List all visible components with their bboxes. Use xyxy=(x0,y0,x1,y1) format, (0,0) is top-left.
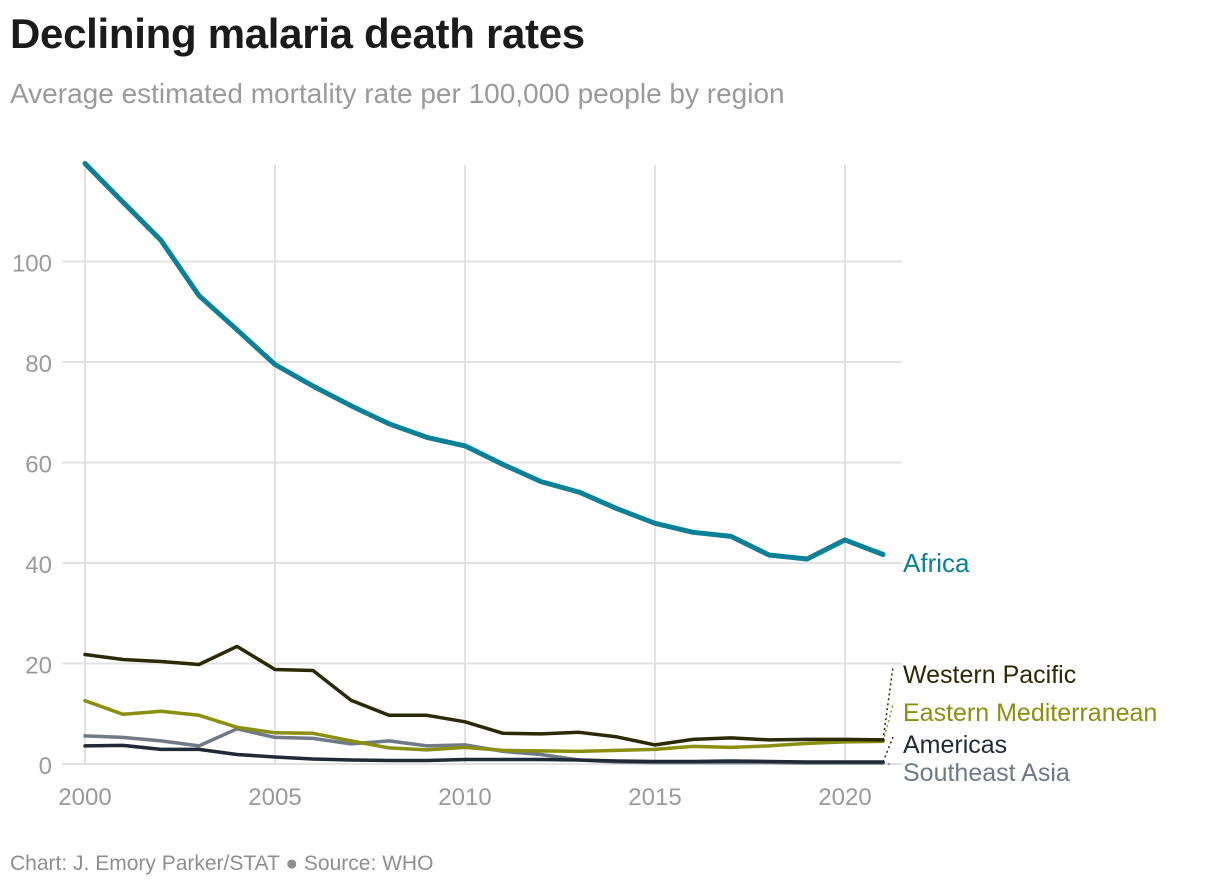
y-tick-label: 0 xyxy=(39,753,52,780)
series-label-eastern-mediterranean: Eastern Mediterranean xyxy=(903,699,1157,727)
x-tick-label: 2005 xyxy=(248,784,301,811)
series-line-africa xyxy=(82,161,886,562)
x-tick-label: 2000 xyxy=(58,784,111,811)
grid-lines xyxy=(62,165,902,765)
series-line-eastern-mediterranean xyxy=(83,698,885,754)
x-tick-label: 2015 xyxy=(628,784,681,811)
x-tick-label: 2010 xyxy=(438,784,491,811)
series-label-americas: Americas xyxy=(903,731,1007,759)
chart-credit: Chart: J. Emory Parker/STAT ● Source: WH… xyxy=(10,852,434,875)
chart-title: Declining malaria death rates xyxy=(10,10,585,57)
chart-subtitle: Average estimated mortality rate per 100… xyxy=(10,78,785,109)
series-labels: Africa Western Pacific Eastern Mediterrane… xyxy=(903,548,1157,787)
series-line-western-pacific xyxy=(83,644,885,747)
label-leader-lines xyxy=(882,666,894,766)
y-tick-label: 20 xyxy=(25,653,52,680)
label-leader-line xyxy=(882,704,894,742)
series-label-western-pacific: Western Pacific xyxy=(903,661,1076,689)
y-tick-label: 80 xyxy=(25,351,52,378)
axis-tick-labels: 0 20 40 60 80 100 2000 2005 2010 2015 2020 xyxy=(12,251,872,812)
y-tick-label: 40 xyxy=(25,552,52,579)
y-tick-label: 60 xyxy=(25,452,52,479)
y-tick-label: 100 xyxy=(12,251,52,278)
series-line-americas xyxy=(83,743,885,764)
series-lines xyxy=(82,161,886,765)
series-label-africa: Africa xyxy=(903,548,970,578)
x-tick-label: 2020 xyxy=(818,784,871,811)
series-label-southeast-asia: Southeast Asia xyxy=(903,759,1070,787)
label-leader-line xyxy=(882,666,894,740)
